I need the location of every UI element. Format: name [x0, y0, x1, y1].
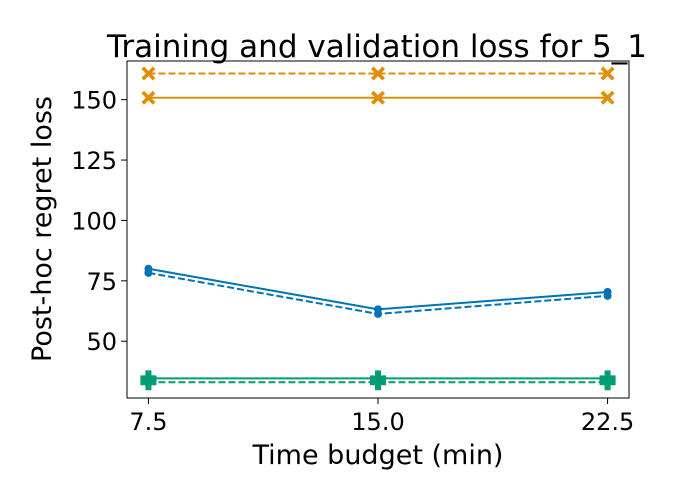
data-point — [141, 66, 156, 81]
data-point — [374, 309, 382, 318]
data-point — [600, 90, 615, 105]
y-tick-label: 75 — [86, 268, 117, 296]
series-line-2 — [148, 267, 608, 311]
data-point — [144, 268, 153, 277]
x-tick-label: 22.5 — [581, 408, 634, 436]
data-point — [371, 90, 385, 105]
data-point — [603, 291, 612, 300]
y-tick-label: 100 — [71, 207, 117, 235]
data-point — [140, 374, 157, 391]
plot-area — [140, 66, 616, 391]
axis-ticks: 7.5 15.0 22.5 50 75 100 125 150 — [71, 87, 634, 436]
chart-title: Training and validation loss for 5_1 — [106, 29, 647, 65]
y-tick-label: 50 — [86, 328, 117, 356]
x-tick-label: 15.0 — [351, 408, 404, 436]
y-tick-label: 125 — [71, 147, 117, 175]
x-axis-label: Time budget (min) — [252, 440, 504, 471]
x-tick-label: 7.5 — [129, 408, 167, 436]
data-point — [371, 66, 385, 81]
data-point — [600, 66, 615, 81]
y-tick-label: 150 — [71, 87, 117, 115]
data-point — [141, 90, 156, 105]
plot-frame — [126, 60, 630, 399]
y-axis-label: Post-hoc regret loss — [27, 96, 58, 362]
data-point — [599, 374, 616, 391]
data-point — [370, 374, 386, 391]
